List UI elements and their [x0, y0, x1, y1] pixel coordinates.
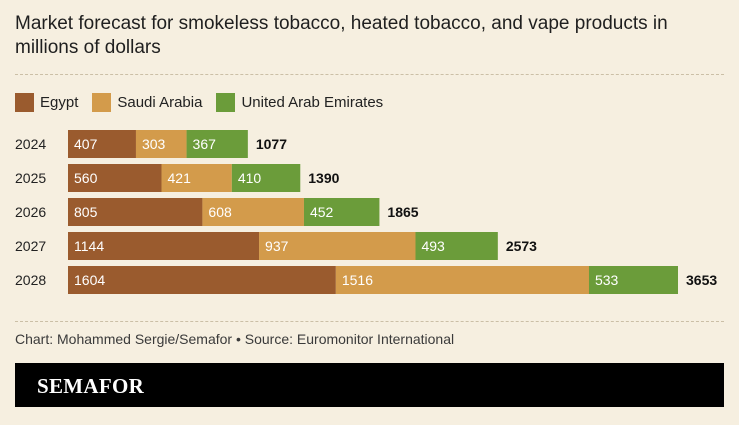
value-label-united-arab-emirates-2024: 367: [193, 136, 217, 152]
brand-bar: SEMAFOR: [15, 363, 724, 407]
bar-egypt-2024: [68, 130, 136, 158]
bar-united-arab-emirates-2028: [588, 266, 678, 294]
bar-egypt-2026: [68, 198, 203, 226]
bottom-divider: [15, 321, 724, 322]
value-label-saudi-arabia-2027: 937: [265, 238, 289, 254]
bar-saudi-arabia-2028: [335, 266, 589, 294]
top-divider: [15, 74, 724, 75]
chart-title: Market forecast for smokeless tobacco, h…: [15, 13, 668, 58]
bar-saudi-arabia-2025: [161, 164, 232, 192]
legend-swatch-egypt: [15, 92, 34, 112]
bar-egypt-2025: [68, 164, 162, 192]
total-label-2026: 1865: [387, 204, 418, 220]
bar-united-arab-emirates-2027: [415, 232, 498, 260]
total-label-2025: 1390: [308, 170, 339, 186]
year-label-2028: 2028: [15, 272, 46, 288]
legend-swatch-saudi-arabia: [92, 92, 112, 112]
year-label-2027: 2027: [15, 238, 46, 254]
total-label-2027: 2573: [506, 238, 537, 254]
bar-egypt-2027: [68, 232, 260, 260]
legend: Egypt Saudi Arabia United Arab Emirates: [15, 91, 397, 113]
value-label-egypt-2025: 560: [74, 170, 98, 186]
value-label-saudi-arabia-2024: 303: [142, 136, 166, 152]
legend-swatch-uae: [216, 92, 236, 112]
legend-item-egypt: Egypt: [15, 92, 79, 112]
legend-label-saudi-arabia: Saudi Arabia: [117, 93, 203, 111]
value-label-egypt-2024: 407: [74, 136, 98, 152]
value-label-united-arab-emirates-2027: 493: [421, 238, 445, 254]
total-label-2028: 3653: [686, 272, 717, 288]
chart-credit: Chart: Mohammed Sergie/Semafor • Source:…: [15, 331, 455, 347]
bar-united-arab-emirates-2025: [231, 164, 301, 192]
value-label-saudi-arabia-2025: 421: [168, 170, 192, 186]
value-label-saudi-arabia-2026: 608: [208, 204, 232, 220]
year-label-2025: 2025: [15, 170, 46, 186]
value-label-united-arab-emirates-2028: 533: [595, 272, 619, 288]
bar-united-arab-emirates-2026: [303, 198, 380, 226]
value-label-egypt-2028: 1604: [74, 272, 105, 288]
bar-egypt-2028: [68, 266, 336, 294]
bar-united-arab-emirates-2024: [186, 130, 248, 158]
bar-saudi-arabia-2027: [259, 232, 416, 260]
year-label-2026: 2026: [15, 204, 46, 220]
semafor-logo: SEMAFOR: [37, 374, 145, 398]
value-label-egypt-2027: 1144: [74, 238, 104, 254]
value-label-united-arab-emirates-2026: 452: [310, 204, 334, 220]
legend-item-saudi-arabia: Saudi Arabia: [92, 92, 203, 112]
value-label-united-arab-emirates-2025: 410: [238, 170, 262, 186]
legend-label-egypt: Egypt: [40, 93, 79, 111]
value-label-saudi-arabia-2028: 1516: [342, 272, 373, 288]
bar-saudi-arabia-2024: [135, 130, 187, 158]
total-label-2024: 1077: [256, 136, 287, 152]
year-label-2024: 2024: [15, 136, 46, 152]
legend-item-uae: United Arab Emirates: [216, 92, 384, 112]
value-label-egypt-2026: 805: [74, 204, 98, 220]
stacked-bar-chart: 2024 407 303 367 1077 2025 560 421 410 1390 2026 80…: [15, 130, 717, 294]
bar-saudi-arabia-2026: [202, 198, 304, 226]
legend-label-uae: United Arab Emirates: [241, 93, 384, 111]
